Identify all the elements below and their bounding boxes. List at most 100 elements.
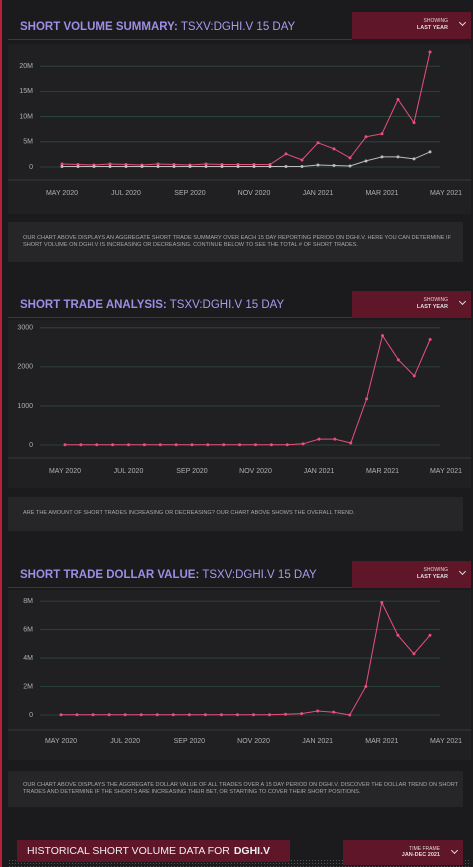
data-point [235, 713, 239, 717]
data-point [203, 713, 207, 717]
dot-pattern [8, 859, 471, 867]
x-tick-label: JUL 2020 [111, 190, 141, 197]
data-point [365, 397, 369, 401]
header-rule [8, 317, 352, 318]
data-point [75, 713, 79, 717]
x-tick-label: MAY 2020 [45, 738, 77, 745]
x-tick-label: JAN 2021 [302, 738, 333, 745]
data-point [174, 443, 178, 447]
data-point [204, 164, 208, 168]
dropdown-value: JAN-DEC 2021 [401, 852, 440, 858]
dropdown-label: SHOWING [423, 297, 448, 303]
y-tick-label: 3000 [17, 325, 33, 332]
data-point [349, 441, 353, 445]
data-point [123, 713, 127, 717]
dropdown-label: TIME FRAME [409, 846, 440, 852]
data-point [95, 443, 99, 447]
chart-panel [8, 320, 471, 488]
data-point [190, 443, 194, 447]
dropdown[interactable]: SHOWING LAST YEAR [352, 291, 471, 318]
data-point [348, 164, 352, 168]
data-point [284, 164, 288, 168]
data-point [396, 633, 400, 637]
data-point [428, 150, 432, 154]
data-point [156, 162, 160, 166]
data-point [60, 164, 64, 168]
history-header: HISTORICAL SHORT VOLUME DATA FOR DGHI.V [17, 840, 290, 862]
data-point [285, 443, 289, 447]
data-point [139, 713, 143, 717]
data-point [333, 437, 337, 441]
data-point [204, 162, 208, 166]
data-point [188, 164, 192, 168]
data-point [252, 713, 255, 717]
y-tick-label: 15M [19, 88, 33, 95]
data-point [428, 633, 432, 637]
description-text: ARE THE AMOUNT OF SHORT TRADES INCREASIN… [23, 510, 355, 517]
chart-title: SHORT TRADE DOLLAR VALUE: [20, 569, 200, 581]
data-point [108, 164, 112, 168]
data-point [396, 97, 400, 101]
data-point [92, 164, 96, 168]
data-point [301, 442, 305, 446]
data-point [332, 147, 336, 151]
chart-header: SHORT TRADE ANALYSIS: TSXV:DGHI.V 15 DAY [20, 299, 284, 311]
data-point [156, 164, 160, 168]
y-tick-label: 10M [19, 113, 33, 120]
history-ticker: DGHI.V [233, 845, 271, 857]
dropdown[interactable]: SHOWING LAST YEAR [352, 12, 471, 39]
data-point [348, 156, 352, 160]
data-point [428, 338, 432, 342]
x-tick-label: MAY 2021 [430, 190, 462, 197]
data-point [380, 601, 384, 605]
dropdown-label: SHOWING [423, 567, 448, 573]
x-tick-label: MAY 2020 [49, 468, 81, 475]
chart-title: SHORT VOLUME SUMMARY: [20, 21, 178, 33]
description: OUR CHART ABOVE DISPLAYS AN AGGREGATE SH… [8, 222, 463, 262]
data-point [140, 164, 144, 168]
dropdown[interactable]: SHOWING LAST YEAR [352, 561, 471, 588]
x-tick-label: SEP 2020 [174, 738, 206, 745]
chart-subtitle: TSXV:DGHI.V 15 DAY [180, 21, 296, 33]
chart-title: SHORT TRADE ANALYSIS: [20, 299, 167, 311]
data-point [316, 141, 320, 145]
dropdown[interactable]: TIME FRAME JAN-DEC 2021 [343, 840, 463, 865]
data-point [111, 443, 115, 447]
data-point [412, 157, 416, 161]
x-tick-label: MAY 2020 [46, 190, 78, 197]
x-tick-label: MAR 2021 [366, 468, 399, 475]
data-point [412, 652, 416, 656]
x-tick-label: JUL 2020 [110, 738, 140, 745]
chart-header: SHORT VOLUME SUMMARY: TSXV:DGHI.V 15 DAY [20, 21, 295, 33]
data-point [60, 162, 64, 166]
chart-header: SHORT TRADE DOLLAR VALUE: TSXV:DGHI.V 15… [20, 569, 317, 581]
data-point [107, 713, 111, 717]
series-line [62, 151, 431, 167]
series-line [61, 600, 431, 716]
data-point [380, 155, 384, 159]
data-point [284, 712, 288, 716]
data-point [317, 437, 321, 441]
data-point [396, 155, 400, 159]
y-tick-label: 4M [23, 655, 33, 662]
description: ARE THE AMOUNT OF SHORT TRADES INCREASIN… [8, 497, 463, 531]
y-tick-label: 0 [29, 712, 33, 719]
x-tick-label: SEP 2020 [174, 190, 206, 197]
data-point [76, 164, 80, 168]
data-point [300, 712, 304, 716]
y-tick-label: 0 [29, 442, 33, 449]
y-tick-label: 0 [29, 164, 33, 171]
data-point [219, 713, 223, 717]
data-point [172, 164, 176, 168]
chart-subtitle: TSXV:DGHI.V 15 DAY [202, 569, 317, 581]
y-tick-label: 1000 [17, 403, 33, 410]
history-title: HISTORICAL SHORT VOLUME DATA FOR [27, 845, 230, 857]
data-point [79, 443, 83, 447]
y-tick-label: 2000 [17, 364, 33, 371]
data-point [364, 159, 368, 163]
data-point [412, 374, 416, 378]
data-point [171, 713, 175, 717]
data-point [316, 163, 320, 167]
data-point [220, 164, 224, 168]
